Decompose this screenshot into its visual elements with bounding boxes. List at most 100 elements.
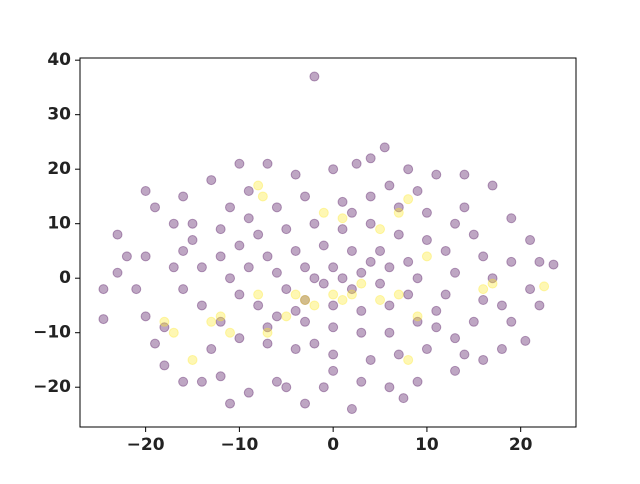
point xyxy=(140,185,151,196)
point xyxy=(384,180,395,191)
point xyxy=(234,333,245,344)
point xyxy=(346,404,357,415)
point xyxy=(384,300,395,311)
point xyxy=(459,349,470,360)
point xyxy=(478,295,489,306)
point xyxy=(300,316,311,327)
point xyxy=(309,218,320,229)
point xyxy=(309,71,320,82)
point xyxy=(450,267,461,278)
point xyxy=(328,289,339,300)
point xyxy=(140,251,151,262)
point xyxy=(300,262,311,273)
point xyxy=(384,327,395,338)
point xyxy=(300,295,311,306)
point xyxy=(225,327,236,338)
point xyxy=(496,300,507,311)
point xyxy=(431,322,442,333)
x-tick-label: 0 xyxy=(327,435,339,455)
point xyxy=(548,259,559,270)
point xyxy=(253,229,264,240)
point xyxy=(365,191,376,202)
point xyxy=(506,256,517,267)
point xyxy=(271,311,282,322)
point xyxy=(393,207,404,218)
point xyxy=(356,305,367,316)
point xyxy=(196,300,207,311)
point xyxy=(187,218,198,229)
point xyxy=(346,207,357,218)
point xyxy=(140,311,151,322)
point xyxy=(318,382,329,393)
point xyxy=(356,267,367,278)
point xyxy=(403,289,414,300)
x-tick-label: 10 xyxy=(415,435,439,455)
point xyxy=(112,267,123,278)
x-tick-label: 20 xyxy=(509,435,533,455)
point xyxy=(215,224,226,235)
point xyxy=(253,300,264,311)
y-tick-label: 0 xyxy=(59,268,71,288)
point xyxy=(253,289,264,300)
point xyxy=(328,164,339,175)
point xyxy=(412,376,423,387)
point xyxy=(398,393,409,404)
point xyxy=(318,240,329,251)
point xyxy=(393,289,404,300)
point xyxy=(196,262,207,273)
point xyxy=(271,267,282,278)
point xyxy=(403,256,414,267)
point xyxy=(421,235,432,246)
point xyxy=(234,289,245,300)
point xyxy=(468,229,479,240)
point xyxy=(534,256,545,267)
point xyxy=(262,327,273,338)
point xyxy=(506,213,517,224)
point xyxy=(318,207,329,218)
point xyxy=(365,218,376,229)
point xyxy=(403,164,414,175)
point xyxy=(375,295,386,306)
y-tick-label: 10 xyxy=(47,214,71,234)
point xyxy=(487,278,498,289)
point xyxy=(337,273,348,284)
point xyxy=(351,158,362,169)
point xyxy=(375,245,386,256)
point xyxy=(243,262,254,273)
point xyxy=(187,235,198,246)
point xyxy=(412,273,423,284)
point xyxy=(393,229,404,240)
point xyxy=(262,338,273,349)
point xyxy=(346,245,357,256)
point xyxy=(365,153,376,164)
y-tick-label: 40 xyxy=(47,50,71,70)
point xyxy=(365,354,376,365)
point xyxy=(346,284,357,295)
point xyxy=(365,256,376,267)
point xyxy=(309,300,320,311)
point xyxy=(215,371,226,382)
point xyxy=(328,365,339,376)
point xyxy=(412,185,423,196)
point xyxy=(290,289,301,300)
point xyxy=(178,284,189,295)
point xyxy=(178,191,189,202)
point xyxy=(356,278,367,289)
point xyxy=(271,376,282,387)
point xyxy=(225,398,236,409)
point xyxy=(206,316,217,327)
point xyxy=(215,316,226,327)
point xyxy=(346,289,357,300)
point xyxy=(131,284,142,295)
point xyxy=(309,338,320,349)
y-tick-label: 30 xyxy=(47,105,71,125)
point xyxy=(121,251,132,262)
point xyxy=(300,191,311,202)
point xyxy=(375,224,386,235)
point xyxy=(478,251,489,262)
point xyxy=(178,245,189,256)
point xyxy=(262,251,273,262)
point xyxy=(384,262,395,273)
point xyxy=(225,273,236,284)
point xyxy=(384,382,395,393)
